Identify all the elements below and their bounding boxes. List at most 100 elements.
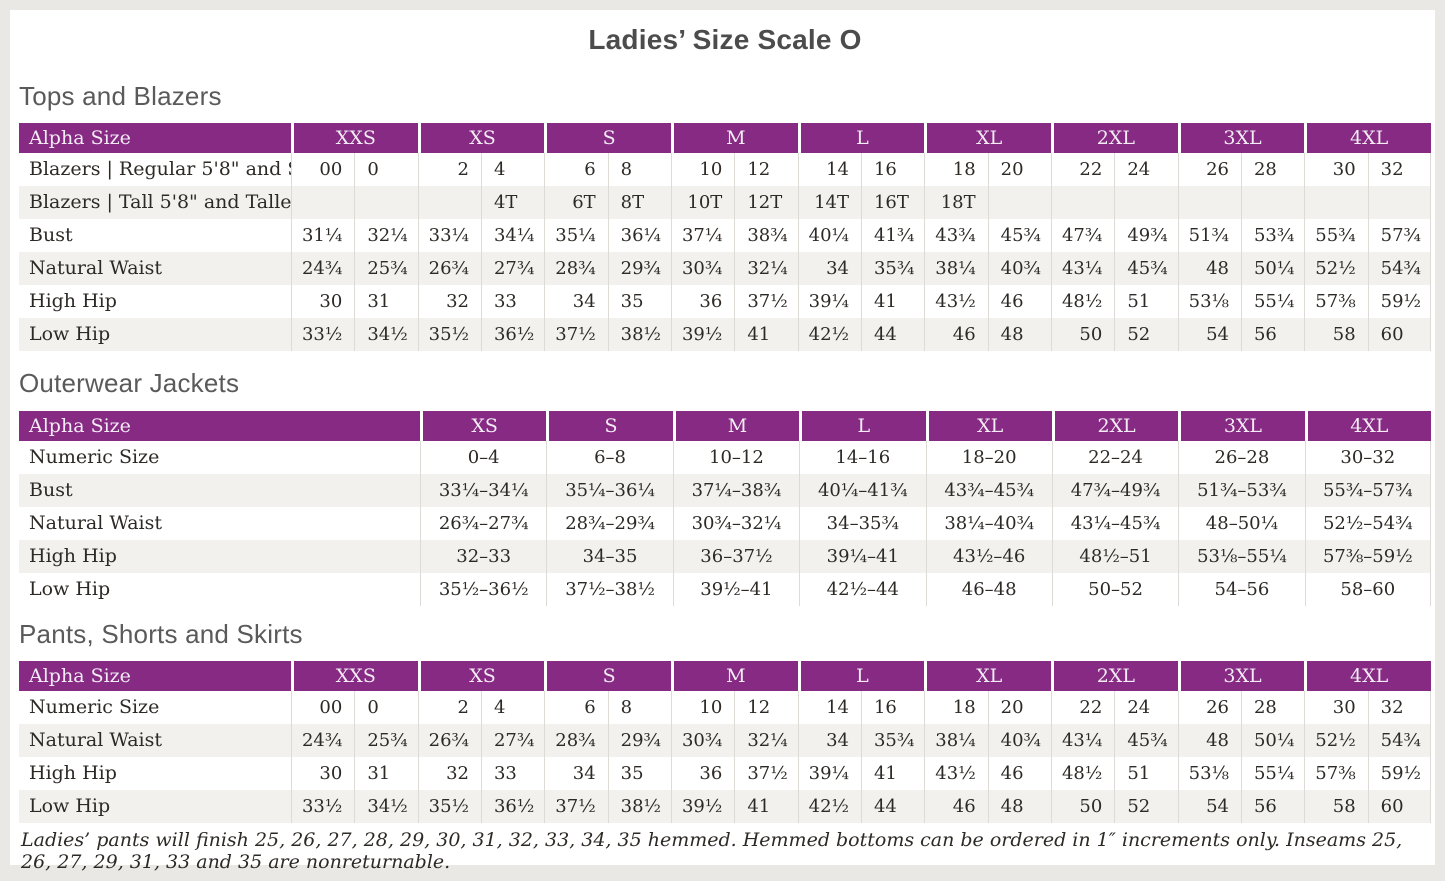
value-cell: 35½–36½ — [420, 573, 546, 606]
value-cell: 8T — [607, 186, 671, 219]
value-cell: 43¾–45¾ — [925, 474, 1052, 507]
value-cell: 49¾ — [1114, 219, 1177, 252]
value-cell: 50¼ — [1240, 724, 1304, 757]
value-cell: 25¾ — [354, 724, 417, 757]
value-cell: 00 — [291, 153, 354, 186]
value-cell: 39½ — [670, 318, 734, 351]
value-cell: 57⅜–59½ — [1304, 540, 1431, 573]
value-cell: 00 — [291, 691, 354, 724]
value-cell — [1114, 186, 1177, 219]
size-header-cell-xl: XL — [924, 123, 1051, 153]
value-cell: 35¼ — [544, 219, 607, 252]
value-cell: 42½ — [797, 790, 861, 823]
value-cell: 10–12 — [672, 441, 799, 474]
value-cell: 53⅛ — [1177, 757, 1241, 790]
table-header-row: Alpha Size XXS XS S M L XL 2XL 3XL 4XL — [19, 661, 1431, 691]
table-tops-and-blazers: Alpha Size XXS XS S M L XL 2XL 3XL 4XL Blazers | R… — [19, 123, 1431, 351]
size-header-cell-3xl: 3XL — [1177, 661, 1305, 691]
value-cell: 58 — [1304, 790, 1367, 823]
row-label-cell: Numeric Size — [29, 696, 160, 718]
value-cell: 2 — [417, 153, 481, 186]
table-row: Low Hip 33½ 34½ 35½ 36½ 37½ 38½ 39½ 41 42½ 44 46 48 5… — [19, 790, 1431, 823]
value-cell: 54–56 — [1178, 573, 1304, 606]
value-cell: 26 — [1177, 691, 1241, 724]
value-cell — [987, 186, 1051, 219]
value-cell: 51¾ — [1177, 219, 1241, 252]
value-cell: 29¾ — [607, 252, 671, 285]
section-title-outerwear-jackets: Outerwear Jackets — [19, 368, 240, 398]
value-cell: 41 — [860, 285, 924, 318]
value-cell: 27¾ — [480, 252, 544, 285]
row-label-cell: Natural Waist — [29, 257, 163, 279]
value-cell: 34 — [544, 757, 607, 790]
value-cell: 30¾–32¼ — [672, 507, 799, 540]
value-cell: 24¾ — [291, 724, 354, 757]
value-cell: 40¾ — [987, 252, 1051, 285]
value-cell: 24 — [1114, 153, 1177, 186]
value-cell: 43½ — [924, 285, 987, 318]
row-label-cell: Low Hip — [29, 578, 111, 600]
value-cell: 20 — [987, 691, 1051, 724]
value-cell: 46 — [987, 285, 1051, 318]
alpha-size-header-cell: Alpha Size — [19, 411, 420, 441]
table-row: High Hip 30 31 32 33 34 35 36 37½ 39¼ 41 43½ 46 48½ 51… — [19, 285, 1431, 318]
value-cell: 37½ — [544, 318, 607, 351]
row-label-cell: Natural Waist — [29, 729, 163, 751]
value-cell: 26¾ — [417, 724, 481, 757]
value-cell: 51 — [1114, 757, 1177, 790]
value-cell — [1177, 186, 1241, 219]
value-cell: 43½–46 — [925, 540, 1052, 573]
value-cell: 47¾ — [1050, 219, 1114, 252]
value-cell: 8 — [607, 153, 671, 186]
size-header-cell-4xl: 4XL — [1304, 661, 1431, 691]
value-cell: 46 — [987, 757, 1051, 790]
size-header-cell-4xl: 4XL — [1304, 411, 1431, 441]
row-label-cell: Numeric Size — [29, 446, 160, 468]
value-cell: 41 — [734, 318, 797, 351]
value-cell: 32¼ — [734, 724, 797, 757]
size-header-cell-m: M — [670, 123, 798, 153]
value-cell: 37½ — [544, 790, 607, 823]
value-cell: 50 — [1050, 790, 1114, 823]
value-cell: 53⅛ — [1177, 285, 1241, 318]
value-cell: 18 — [924, 153, 987, 186]
value-cell: 35¼–36¼ — [546, 474, 672, 507]
table-header-row: Alpha Size XS S M L XL 2XL 3XL 4XL — [19, 411, 1431, 441]
value-cell: 59½ — [1367, 285, 1431, 318]
value-cell: 34–35 — [546, 540, 672, 573]
value-cell: 35 — [607, 757, 671, 790]
value-cell: 2 — [417, 691, 481, 724]
value-cell: 54¾ — [1367, 252, 1431, 285]
value-cell: 51¾–53¾ — [1178, 474, 1304, 507]
value-cell: 32¼ — [354, 219, 417, 252]
value-cell: 50 — [1050, 318, 1114, 351]
value-cell: 60 — [1367, 318, 1431, 351]
value-cell: 22 — [1050, 691, 1114, 724]
value-cell: 36½ — [480, 318, 544, 351]
value-cell: 26–28 — [1178, 441, 1304, 474]
size-header-cell-xs: XS — [420, 411, 547, 441]
size-header-cell-3xl: 3XL — [1178, 411, 1305, 441]
value-cell: 53⅛–55¼ — [1178, 540, 1304, 573]
row-label-cell: High Hip — [29, 762, 117, 784]
size-header-cell-m: M — [670, 661, 798, 691]
value-cell: 45¾ — [987, 219, 1051, 252]
value-cell: 42½–44 — [799, 573, 925, 606]
value-cell: 40¼ — [797, 219, 861, 252]
value-cell: 31 — [354, 285, 417, 318]
value-cell: 34¼ — [480, 219, 544, 252]
alpha-size-header-cell: Alpha Size — [19, 661, 291, 691]
section-title-pants-shorts-and-skirts: Pants, Shorts and Skirts — [19, 619, 303, 649]
value-cell: 41 — [734, 790, 797, 823]
value-cell: 38½ — [607, 790, 671, 823]
value-cell: 55¼ — [1240, 285, 1304, 318]
table-row: Bust 33¼–34¼ 35¼–36¼ 37¼–38¾ 40¼–41¾ 43¾–45¾ 4… — [19, 474, 1431, 507]
value-cell: 37½–38½ — [546, 573, 672, 606]
value-cell: 18–20 — [925, 441, 1052, 474]
size-header-cell-s: S — [544, 123, 671, 153]
value-cell: 32 — [1367, 153, 1431, 186]
value-cell: 42½ — [797, 318, 861, 351]
value-cell: 48 — [987, 790, 1051, 823]
value-cell: 60 — [1367, 790, 1431, 823]
value-cell: 48 — [1177, 252, 1241, 285]
